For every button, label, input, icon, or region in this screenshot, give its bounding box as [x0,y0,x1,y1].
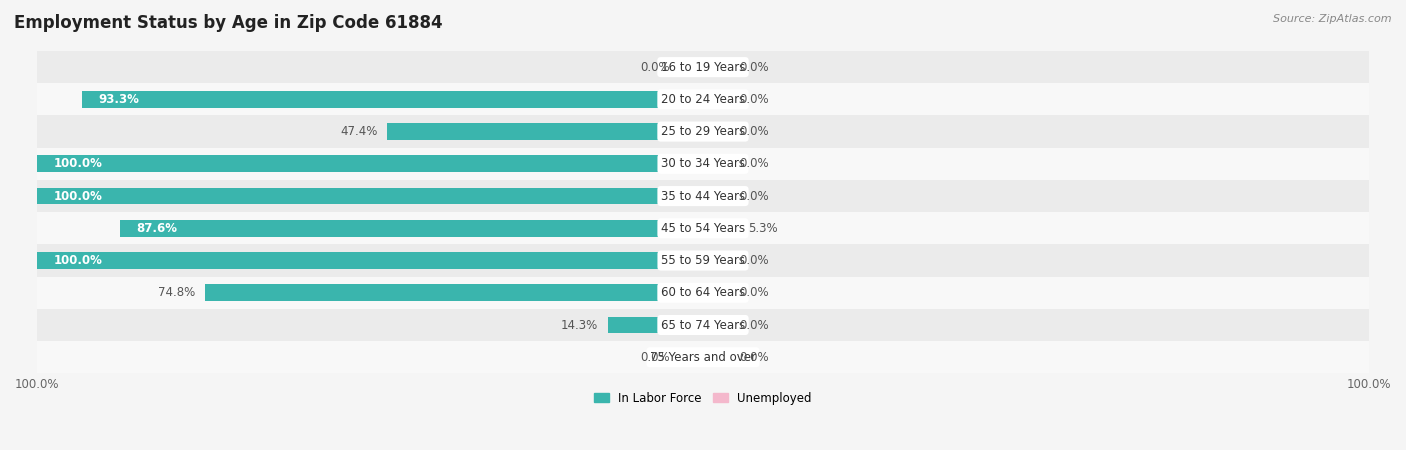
Text: 20 to 24 Years: 20 to 24 Years [661,93,745,106]
Bar [703,155,730,172]
Text: 65 to 74 Years: 65 to 74 Years [661,319,745,332]
Text: 0.0%: 0.0% [740,286,769,299]
Text: 0.0%: 0.0% [740,319,769,332]
Bar [37,309,1369,341]
Bar [37,83,1369,116]
Text: 87.6%: 87.6% [136,222,177,235]
Bar [37,148,1369,180]
Text: 14.3%: 14.3% [561,319,598,332]
Text: 0.0%: 0.0% [740,158,769,171]
Bar [37,188,703,204]
Text: 45 to 54 Years: 45 to 54 Years [661,222,745,235]
Bar [205,284,703,301]
Legend: In Labor Force, Unemployed: In Labor Force, Unemployed [589,387,817,410]
Bar [37,180,1369,212]
Text: 55 to 59 Years: 55 to 59 Years [661,254,745,267]
Bar [703,317,730,333]
Text: 93.3%: 93.3% [98,93,139,106]
Bar [37,341,1369,374]
Text: 100.0%: 100.0% [53,158,103,171]
Text: 35 to 44 Years: 35 to 44 Years [661,189,745,202]
Text: Source: ZipAtlas.com: Source: ZipAtlas.com [1274,14,1392,23]
Text: 5.3%: 5.3% [748,222,778,235]
Bar [37,155,703,172]
Bar [37,252,703,269]
Bar [703,59,730,76]
Text: 0.0%: 0.0% [640,61,669,74]
Text: 60 to 64 Years: 60 to 64 Years [661,286,745,299]
Bar [703,284,730,301]
Bar [703,252,730,269]
Bar [607,317,703,333]
Text: 75 Years and over: 75 Years and over [650,351,756,364]
Text: 47.4%: 47.4% [340,125,377,138]
Bar [37,244,1369,277]
Text: 0.0%: 0.0% [740,93,769,106]
Bar [703,349,730,365]
Bar [703,188,730,204]
Text: 0.0%: 0.0% [640,351,669,364]
Text: 0.0%: 0.0% [740,125,769,138]
Text: 25 to 29 Years: 25 to 29 Years [661,125,745,138]
Text: 16 to 19 Years: 16 to 19 Years [661,61,745,74]
Text: 74.8%: 74.8% [157,286,195,299]
Text: 0.0%: 0.0% [740,254,769,267]
Text: 0.0%: 0.0% [740,351,769,364]
Text: 30 to 34 Years: 30 to 34 Years [661,158,745,171]
Bar [676,59,703,76]
Bar [703,220,738,237]
Bar [676,349,703,365]
Bar [37,116,1369,148]
Text: 100.0%: 100.0% [53,189,103,202]
Bar [703,123,730,140]
Text: 0.0%: 0.0% [740,61,769,74]
Bar [37,51,1369,83]
Text: 0.0%: 0.0% [740,189,769,202]
Bar [120,220,703,237]
Bar [37,212,1369,244]
Text: Employment Status by Age in Zip Code 61884: Employment Status by Age in Zip Code 618… [14,14,443,32]
Text: 100.0%: 100.0% [53,254,103,267]
Bar [82,91,703,108]
Bar [388,123,703,140]
Bar [37,277,1369,309]
Bar [703,91,730,108]
